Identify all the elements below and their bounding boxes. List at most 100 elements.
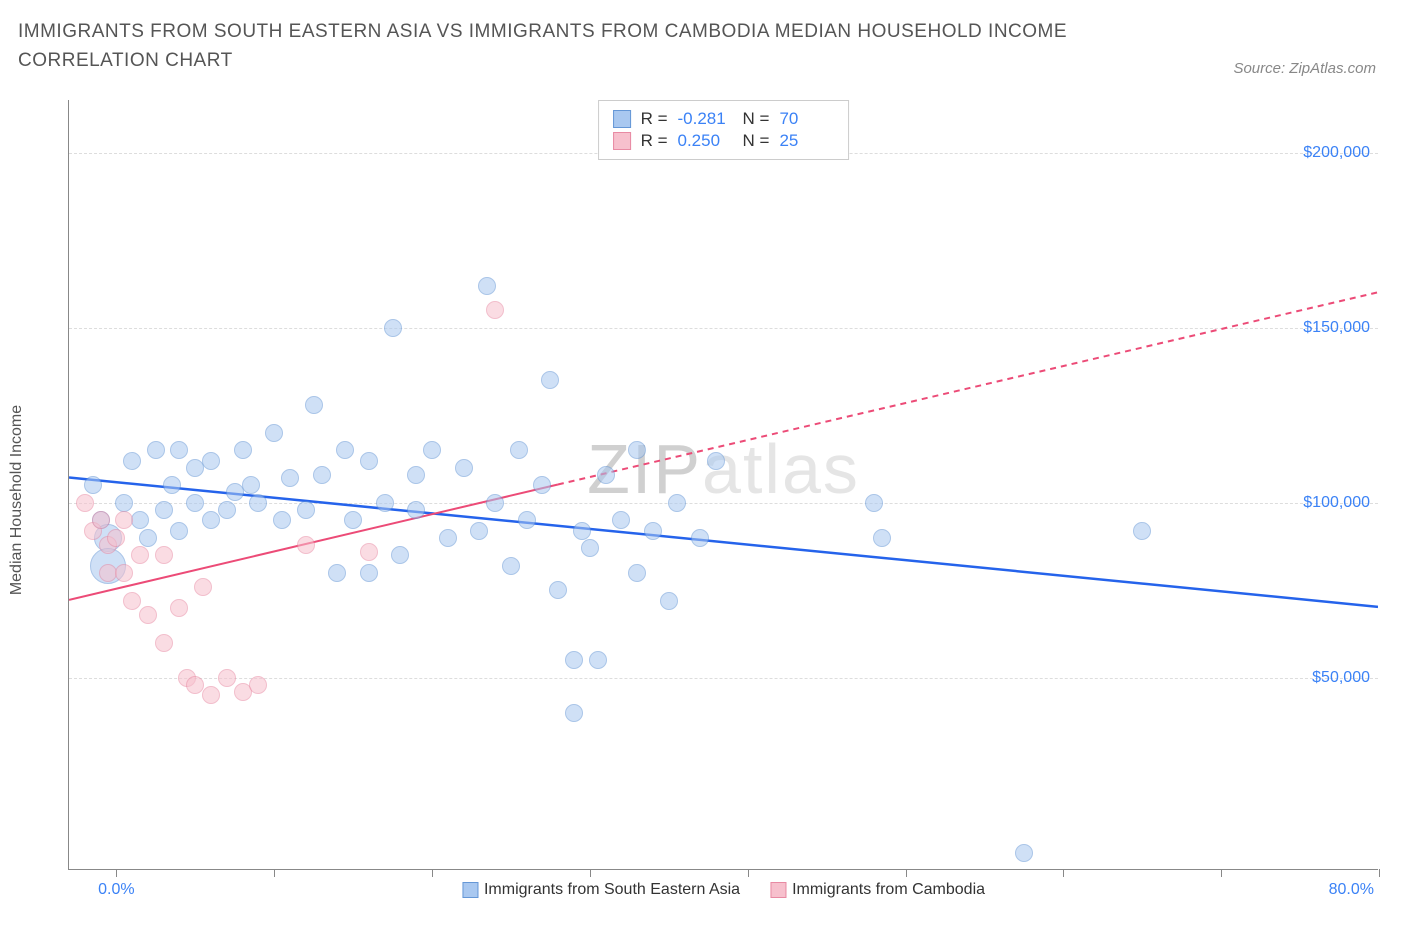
n-value: 25	[779, 131, 834, 151]
legend-item-sea: Immigrants from South Eastern Asia	[462, 881, 740, 899]
scatter-point-sea	[249, 494, 267, 512]
scatter-point-sea	[423, 441, 441, 459]
r-label: R =	[641, 109, 668, 129]
scatter-point-cambodia	[115, 511, 133, 529]
swatch-sea	[613, 110, 631, 128]
scatter-point-sea	[1015, 844, 1033, 862]
scatter-point-sea	[439, 529, 457, 547]
watermark: ZIPatlas	[587, 429, 860, 509]
scatter-point-cambodia	[486, 301, 504, 319]
scatter-point-sea	[873, 529, 891, 547]
scatter-point-sea	[691, 529, 709, 547]
scatter-point-cambodia	[115, 564, 133, 582]
x-tick	[1063, 869, 1064, 877]
x-tick	[1379, 869, 1380, 877]
scatter-point-sea	[84, 476, 102, 494]
scatter-point-sea	[541, 371, 559, 389]
chart-container: Median Household Income ZIPatlas R =-0.2…	[18, 100, 1388, 910]
scatter-point-sea	[486, 494, 504, 512]
legend-label: Immigrants from South Eastern Asia	[484, 881, 740, 899]
scatter-point-sea	[147, 441, 165, 459]
scatter-point-sea	[628, 441, 646, 459]
scatter-point-sea	[510, 441, 528, 459]
n-label: N =	[743, 131, 770, 151]
scatter-point-sea	[131, 511, 149, 529]
scatter-point-sea	[565, 651, 583, 669]
scatter-point-sea	[115, 494, 133, 512]
scatter-point-cambodia	[186, 676, 204, 694]
scatter-point-sea	[328, 564, 346, 582]
n-value: 70	[779, 109, 834, 129]
scatter-point-sea	[407, 466, 425, 484]
scatter-point-sea	[644, 522, 662, 540]
swatch-cambodia	[770, 882, 786, 898]
swatch-sea	[462, 882, 478, 898]
scatter-point-sea	[455, 459, 473, 477]
stats-row-sea: R =-0.281N =70	[613, 109, 835, 129]
scatter-point-sea	[478, 277, 496, 295]
y-axis-label: Median Household Income	[8, 405, 26, 595]
scatter-point-sea	[597, 466, 615, 484]
scatter-point-cambodia	[139, 606, 157, 624]
scatter-point-sea	[660, 592, 678, 610]
y-tick-label: $100,000	[1303, 494, 1370, 512]
scatter-point-cambodia	[155, 546, 173, 564]
scatter-point-sea	[281, 469, 299, 487]
x-tick	[748, 869, 749, 877]
scatter-point-sea	[163, 476, 181, 494]
scatter-point-sea	[407, 501, 425, 519]
scatter-point-sea	[549, 581, 567, 599]
scatter-point-sea	[533, 476, 551, 494]
scatter-point-cambodia	[123, 592, 141, 610]
gridline	[69, 328, 1378, 329]
scatter-point-cambodia	[155, 634, 173, 652]
chart-title: IMMIGRANTS FROM SOUTH EASTERN ASIA VS IM…	[18, 18, 1118, 75]
legend-label: Immigrants from Cambodia	[792, 881, 985, 899]
scatter-point-cambodia	[107, 529, 125, 547]
scatter-point-sea	[218, 501, 236, 519]
scatter-point-cambodia	[360, 543, 378, 561]
y-tick-label: $200,000	[1303, 144, 1370, 162]
scatter-point-sea	[139, 529, 157, 547]
stats-row-cambodia: R =0.250N =25	[613, 131, 835, 151]
scatter-point-sea	[360, 564, 378, 582]
scatter-point-sea	[297, 501, 315, 519]
scatter-point-sea	[234, 441, 252, 459]
scatter-point-sea	[668, 494, 686, 512]
x-tick	[590, 869, 591, 877]
y-tick-label: $50,000	[1312, 669, 1370, 687]
scatter-point-sea	[707, 452, 725, 470]
scatter-point-sea	[242, 476, 260, 494]
scatter-point-sea	[628, 564, 646, 582]
scatter-point-sea	[265, 424, 283, 442]
stats-legend-box: R =-0.281N =70R =0.250N =25	[598, 100, 850, 160]
x-tick	[116, 869, 117, 877]
scatter-point-sea	[470, 522, 488, 540]
scatter-point-sea	[581, 539, 599, 557]
x-max-label: 80.0%	[1329, 881, 1374, 899]
scatter-point-sea	[123, 452, 141, 470]
scatter-point-sea	[573, 522, 591, 540]
x-min-label: 0.0%	[98, 881, 134, 899]
trend-lines-layer	[69, 100, 1378, 869]
legend-bottom: Immigrants from South Eastern Asia Immigr…	[462, 881, 985, 899]
scatter-point-sea	[612, 511, 630, 529]
scatter-point-sea	[865, 494, 883, 512]
scatter-point-sea	[518, 511, 536, 529]
x-tick	[1221, 869, 1222, 877]
legend-item-cambodia: Immigrants from Cambodia	[770, 881, 985, 899]
source-label: Source: ZipAtlas.com	[1233, 60, 1376, 77]
x-tick	[906, 869, 907, 877]
swatch-cambodia	[613, 132, 631, 150]
scatter-point-sea	[202, 452, 220, 470]
scatter-point-cambodia	[76, 494, 94, 512]
scatter-point-sea	[589, 651, 607, 669]
scatter-point-sea	[502, 557, 520, 575]
scatter-point-sea	[186, 494, 204, 512]
scatter-point-cambodia	[297, 536, 315, 554]
scatter-point-cambodia	[249, 676, 267, 694]
scatter-point-sea	[1133, 522, 1151, 540]
scatter-point-sea	[170, 441, 188, 459]
r-label: R =	[641, 131, 668, 151]
scatter-point-cambodia	[194, 578, 212, 596]
